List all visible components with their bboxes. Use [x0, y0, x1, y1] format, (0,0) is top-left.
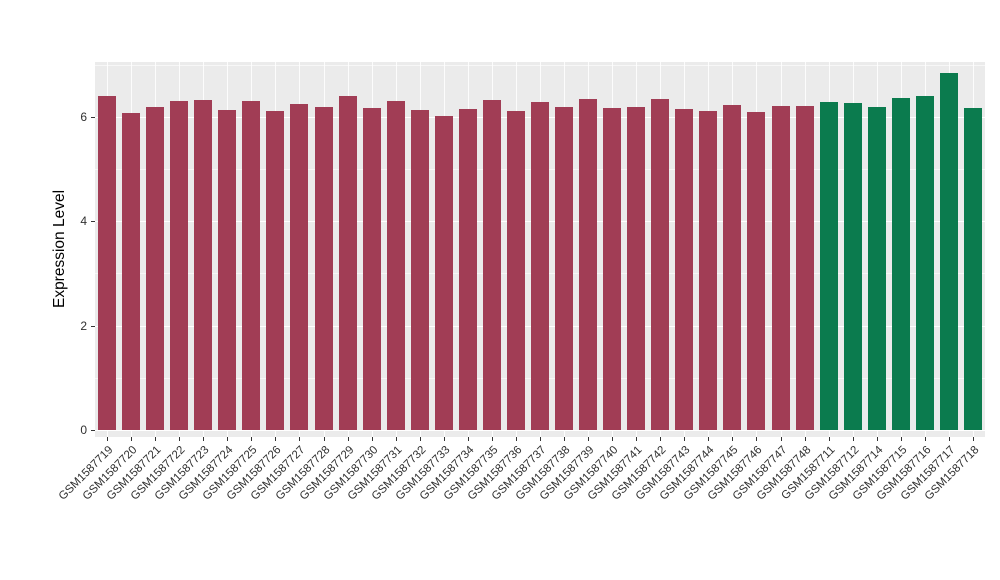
- x-tick-mark: [491, 437, 493, 441]
- y-tick-mark: [91, 116, 95, 118]
- x-tick-mark: [660, 437, 662, 441]
- bar-GSM1587726: [266, 111, 285, 430]
- x-tick-mark: [347, 437, 349, 441]
- plot-panel: [95, 62, 985, 437]
- y-tick-mark: [91, 430, 95, 431]
- bar-GSM1587746: [747, 112, 766, 430]
- bar-GSM1587736: [506, 111, 525, 430]
- x-tick-mark: [155, 437, 157, 441]
- x-tick-mark: [251, 437, 253, 441]
- bar-GSM1587717: [939, 72, 958, 430]
- bar-GSM1587721: [146, 107, 165, 430]
- x-tick-mark: [828, 437, 830, 441]
- x-tick-mark: [924, 437, 926, 441]
- bar-GSM1587742: [651, 98, 670, 430]
- bar-GSM1587740: [603, 108, 622, 430]
- x-tick-mark: [419, 437, 421, 441]
- x-tick-mark: [275, 437, 277, 441]
- bar-GSM1587732: [410, 110, 429, 430]
- x-tick-mark: [131, 437, 133, 441]
- x-tick-mark: [804, 437, 806, 441]
- bar-GSM1587716: [915, 95, 934, 430]
- bar-GSM1587745: [723, 104, 742, 430]
- bar-GSM1587737: [531, 101, 549, 430]
- bar-GSM1587728: [314, 107, 333, 430]
- y-tick-mark: [91, 325, 95, 327]
- y-tick-label: 0: [80, 423, 87, 437]
- bar-GSM1587714: [867, 107, 886, 430]
- bar-GSM1587741: [627, 107, 646, 430]
- y-tick-mark: [91, 221, 95, 223]
- bar-GSM1587743: [675, 109, 694, 430]
- x-tick-mark: [227, 437, 229, 441]
- y-axis-title: Expression Level: [51, 189, 68, 309]
- bar-GSM1587720: [122, 112, 141, 430]
- bar-GSM1587747: [771, 106, 790, 430]
- bar-GSM1587719: [98, 96, 117, 430]
- bar-GSM1587735: [482, 99, 501, 430]
- bar-GSM1587727: [290, 103, 309, 430]
- bar-GSM1587748: [795, 106, 814, 430]
- bar-GSM1587723: [194, 99, 213, 430]
- x-tick-mark: [443, 437, 445, 441]
- bar-GSM1587725: [242, 100, 261, 430]
- x-tick-mark: [299, 437, 301, 441]
- x-tick-mark: [323, 437, 325, 441]
- bar-GSM1587718: [963, 108, 982, 430]
- bar-GSM1587734: [458, 109, 477, 430]
- bar-GSM1587730: [362, 108, 381, 430]
- x-tick-mark: [876, 437, 878, 441]
- bar-GSM1587731: [386, 100, 405, 430]
- x-tick-mark: [467, 437, 469, 441]
- bar-GSM1587744: [699, 111, 718, 430]
- x-tick-mark: [395, 437, 397, 441]
- x-tick-mark: [540, 437, 541, 441]
- bar-GSM1587738: [555, 107, 574, 430]
- bar-GSM1587712: [843, 102, 862, 430]
- x-tick-mark: [179, 437, 181, 441]
- x-tick-mark: [708, 437, 710, 441]
- x-tick-mark: [612, 437, 614, 441]
- bar-GSM1587733: [434, 115, 453, 430]
- x-tick-mark: [564, 437, 566, 441]
- bar-GSM1587722: [170, 100, 189, 430]
- x-tick-mark: [515, 437, 517, 441]
- x-tick-mark: [732, 437, 734, 441]
- x-tick-mark: [852, 437, 854, 441]
- x-tick-mark: [756, 437, 758, 441]
- x-tick-mark: [371, 437, 373, 441]
- x-tick-mark: [588, 437, 590, 441]
- y-tick-label: 4: [80, 214, 87, 229]
- y-tick-label: 2: [80, 318, 87, 333]
- bar-GSM1587729: [338, 96, 357, 430]
- x-tick-mark: [948, 437, 950, 441]
- x-tick-mark: [107, 437, 109, 441]
- y-tick-label: 6: [80, 109, 87, 124]
- bar-GSM1587724: [218, 110, 237, 430]
- x-tick-mark: [972, 437, 974, 441]
- x-tick-mark: [900, 437, 902, 441]
- x-tick-mark: [684, 437, 686, 441]
- x-tick-mark: [780, 437, 782, 441]
- bar-GSM1587739: [579, 98, 598, 430]
- x-tick-mark: [203, 437, 205, 441]
- bar-GSM1587715: [891, 97, 910, 430]
- x-tick-mark: [636, 437, 638, 441]
- bar-GSM1587711: [819, 101, 838, 430]
